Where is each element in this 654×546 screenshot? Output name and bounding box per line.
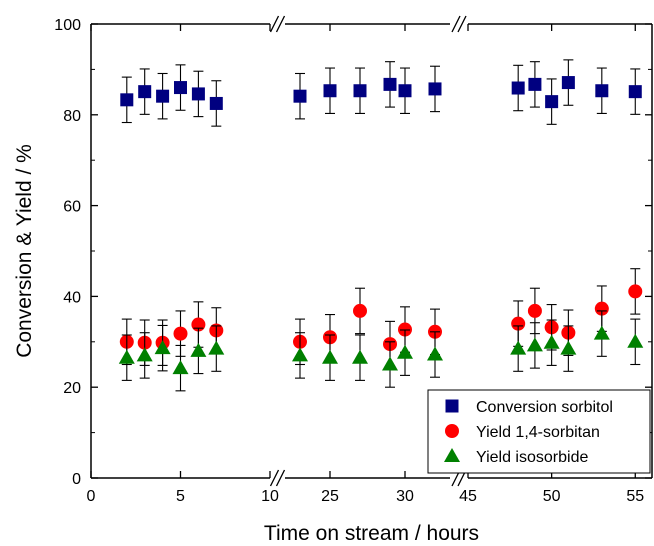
data-point-yield-isosorbide [190,342,207,357]
legend-label-yield-isosorbide: Yield isosorbide [476,449,588,466]
axis-break-mark-1-bottom-2 [275,469,286,487]
data-point-yield-1-4-sorbitan [527,303,542,318]
data-point-yield-isosorbide [136,347,153,362]
data-point-yield-isosorbide [543,334,560,349]
data-point-conversion-sorbitol [353,84,367,98]
data-point-yield-isosorbide [154,340,171,355]
x-tick-label: 50 [543,488,561,505]
data-point-yield-isosorbide [510,340,527,355]
data-point-conversion-sorbitol [528,77,542,91]
x-tick-label: 30 [396,488,414,505]
legend-marker-conversion-sorbitol [445,399,459,413]
data-point-conversion-sorbitol [174,81,187,95]
data-point-conversion-sorbitol [209,96,223,110]
x-tick-label: 0 [87,488,96,505]
data-point-yield-1-4-sorbitan [511,316,526,331]
data-point-conversion-sorbitol [191,87,205,101]
y-tick-label: 20 [63,380,81,397]
data-point-yield-isosorbide [292,347,308,362]
data-point-yield-isosorbide [208,340,225,355]
data-point-yield-isosorbide [382,356,398,371]
legend-label-yield-1-4-sorbitan: Yield 1,4-sorbitan [476,424,600,441]
data-point-yield-1-4-sorbitan [628,284,643,299]
y-axis-title: Conversion & Yield / % [13,144,36,358]
y-tick-label: 0 [72,471,81,488]
data-point-conversion-sorbitol [561,76,575,90]
data-point-conversion-sorbitol [511,81,525,95]
data-point-yield-isosorbide [172,360,189,375]
x-tick-label: 55 [626,488,644,505]
data-point-yield-isosorbide [352,349,368,364]
data-point-yield-isosorbide [627,333,644,348]
data-point-conversion-sorbitol [628,85,642,99]
y-tick-label: 80 [63,108,81,125]
data-point-yield-isosorbide [593,325,610,340]
x-tick-label: 5 [176,488,185,505]
x-axis-title: Time on stream / hours [264,522,479,545]
y-tick-label: 40 [63,289,81,306]
data-point-yield-isosorbide [322,349,338,364]
data-point-conversion-sorbitol [293,89,307,103]
legend-label-conversion-sorbitol: Conversion sorbitol [476,399,613,416]
data-point-conversion-sorbitol [428,82,442,96]
data-point-yield-isosorbide [397,344,413,359]
axis-break-mark-2-top-1 [451,15,461,33]
data-point-conversion-sorbitol [398,84,412,98]
y-tick-label: 100 [54,17,81,34]
data-point-conversion-sorbitol [595,84,609,98]
axis-break-mark-2-top-2 [457,15,467,33]
data-point-yield-isosorbide [560,340,577,355]
data-point-conversion-sorbitol [545,95,559,109]
x-tick-label: 45 [459,488,477,505]
data-point-yield-isosorbide [118,349,135,364]
x-tick-label: 25 [321,488,339,505]
data-point-conversion-sorbitol [383,77,397,91]
data-point-yield-1-4-sorbitan [173,326,188,341]
data-point-conversion-sorbitol [156,89,170,103]
data-point-conversion-sorbitol [323,84,337,98]
data-point-conversion-sorbitol [138,85,152,99]
legend-marker-yield-isosorbide [444,448,460,462]
legend-marker-yield-1-4-sorbitan [445,424,459,438]
x-tick-label: 10 [261,488,279,505]
data-point-yield-isosorbide [427,346,443,361]
axis-break-mark-1-top-1 [269,15,280,33]
data-point-yield-1-4-sorbitan [353,303,367,318]
data-point-conversion-sorbitol [120,93,134,107]
data-point-yield-1-4-sorbitan [594,301,609,316]
axis-break-mark-1-top-2 [275,15,286,33]
axis-break-mark-1-bottom-1 [269,469,280,487]
y-tick-label: 60 [63,199,81,216]
legend-box [427,389,651,474]
data-point-yield-isosorbide [526,337,543,352]
